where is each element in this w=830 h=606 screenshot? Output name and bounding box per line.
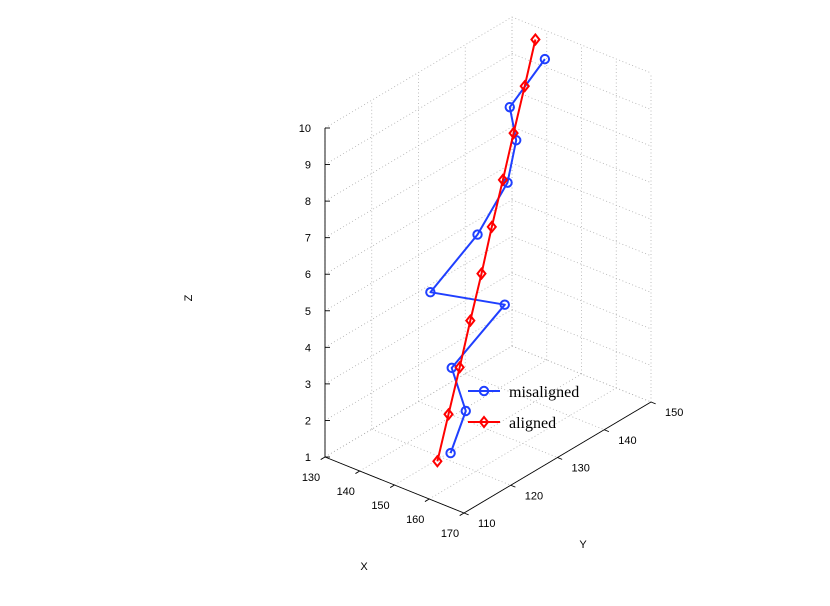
- z-tick-label: 10: [299, 123, 311, 135]
- data-point-aligned: [530, 32, 541, 47]
- data-point-misaligned: [425, 287, 436, 298]
- z-tick-label: 1: [305, 452, 311, 464]
- grid-line-floor-x: [359, 359, 547, 472]
- x-tick-label: 150: [371, 500, 389, 512]
- z-tick-label: 4: [305, 342, 311, 354]
- legend-label-misaligned: misaligned: [509, 384, 579, 401]
- legend-label-aligned: aligned: [509, 415, 556, 432]
- data-point-aligned: [432, 454, 443, 468]
- series-line-aligned: [436, 39, 537, 462]
- series-line-misaligned: [429, 58, 546, 454]
- x-tick-label: 140: [337, 486, 355, 498]
- grid-line-floor-y: [418, 401, 558, 458]
- data-point-aligned: [519, 79, 531, 93]
- data-point-aligned: [454, 360, 465, 374]
- y-axis-label: Y: [579, 539, 587, 551]
- data-point-misaligned: [445, 447, 456, 459]
- legend-marker-aligned: [478, 415, 490, 429]
- y-tick-label: 120: [525, 490, 543, 502]
- y-tick-label: 110: [478, 518, 496, 530]
- data-point-aligned: [465, 314, 476, 328]
- grid-line-wall-left-z: [324, 345, 513, 458]
- x-tick-mark: [459, 512, 465, 516]
- y-tick-label: 150: [665, 407, 683, 419]
- z-tick-label: 6: [305, 269, 311, 281]
- x-tick-mark: [424, 498, 430, 502]
- grid-line-wall-right-z: [511, 345, 652, 403]
- data-point-misaligned: [502, 177, 513, 188]
- x-tick-mark: [355, 470, 360, 474]
- data-point-misaligned: [539, 53, 551, 65]
- x-tick-mark: [320, 456, 326, 460]
- y-tick-mark: [604, 429, 610, 433]
- x-axis-label: X: [360, 561, 368, 573]
- data-point-aligned: [443, 407, 454, 421]
- grid-line-wall-right-z: [511, 126, 652, 184]
- grid-line-floor-y: [371, 428, 511, 486]
- grid-line-wall-right-z: [511, 235, 652, 293]
- z-tick-label: 7: [305, 233, 311, 245]
- data-point-misaligned: [460, 405, 471, 417]
- grid-line-wall-left-z: [324, 235, 513, 348]
- ticks-layer: 130 140 150 160 170 110 120 130 140 150 1 2 3 4 5 6 7 8 9 1…: [299, 123, 684, 540]
- grid-line-wall-right-z: [511, 309, 652, 366]
- grid-line-wall-left-z: [324, 199, 513, 312]
- grid-line-floor-x: [394, 373, 582, 486]
- x-tick-label: 160: [406, 514, 424, 526]
- axes-layer: [324, 128, 652, 514]
- data-point-misaligned: [504, 101, 515, 113]
- z-tick-label: 3: [305, 379, 311, 391]
- data-point-aligned: [476, 267, 487, 281]
- grid-line-wall-right-z: [511, 53, 652, 110]
- grid-line-wall-left-z: [324, 162, 513, 275]
- x-tick-label: 130: [302, 472, 320, 484]
- legend: misaligned aligned: [468, 384, 579, 432]
- grid-line-floor-y: [465, 373, 605, 431]
- data-point-aligned: [486, 220, 498, 234]
- legend-marker-misaligned: [478, 385, 490, 397]
- data-point-misaligned: [499, 299, 510, 310]
- grid-line-wall-left-z: [324, 272, 513, 385]
- grid-line-wall-right-z: [511, 16, 652, 74]
- x-tick-mark: [389, 484, 395, 488]
- y-tick-mark: [510, 484, 516, 488]
- y-tick-label: 140: [618, 435, 636, 447]
- grid-line-wall-left-z: [324, 89, 513, 202]
- data-point-misaligned: [472, 229, 483, 240]
- grid-line-wall-right-z: [511, 199, 652, 257]
- y-tick-label: 130: [572, 463, 590, 475]
- grid-line-wall-right-z: [511, 89, 652, 147]
- grid-line-wall-left-z: [324, 16, 513, 129]
- y-tick-mark: [650, 401, 656, 405]
- y-tick-mark: [557, 457, 563, 460]
- grid-line-wall-right-z: [511, 272, 652, 330]
- y-tick-mark: [463, 512, 469, 516]
- grid-line-wall-right-z: [511, 162, 652, 220]
- z-axis-label: Z: [183, 294, 195, 301]
- grid-line-wall-left-z: [324, 309, 513, 421]
- z-tick-label: 5: [305, 306, 311, 318]
- grid-line-wall-left-z: [324, 53, 513, 165]
- data-point-aligned: [508, 126, 519, 140]
- grid-line-wall-left-z: [324, 126, 513, 239]
- series-layer: [425, 32, 551, 468]
- grid-layer: [324, 16, 652, 514]
- data-point-aligned: [497, 173, 509, 187]
- z-tick-label: 9: [305, 160, 311, 172]
- x-tick-label: 170: [441, 528, 459, 540]
- z-tick-label: 2: [305, 415, 311, 427]
- z-tick-label: 8: [305, 196, 311, 208]
